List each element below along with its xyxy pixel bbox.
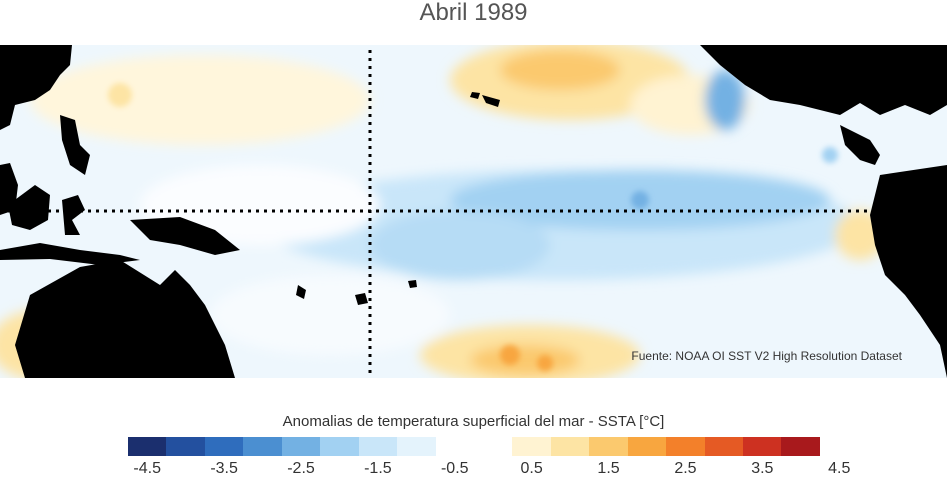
colorbar-swatch <box>512 437 551 456</box>
south-america <box>870 165 947 378</box>
colorbar-tick-label: -2.5 <box>287 460 315 477</box>
sulawesi <box>62 195 85 235</box>
sst-anomaly-map <box>0 45 947 378</box>
warm-patch-north-west <box>30 55 370 145</box>
colorbar-swatch <box>243 437 282 456</box>
north-america-coast <box>700 45 947 115</box>
colorbar-swatch <box>358 437 398 456</box>
warm-spot <box>500 345 520 365</box>
warm-patch-south-core <box>470 345 580 375</box>
warm-spot <box>537 355 553 371</box>
caribbean-island <box>870 80 915 93</box>
anomaly-spots <box>108 83 838 371</box>
land-masses <box>0 45 947 378</box>
colorbar-swatch <box>166 437 205 456</box>
asia-mainland <box>0 45 72 130</box>
new-guinea <box>130 217 240 255</box>
colorbar-swatch <box>781 437 820 456</box>
colorbar-tick-label: 2.5 <box>674 460 697 477</box>
colorbar-tick-label: -0.5 <box>440 460 469 477</box>
colorbar-ticks: -4.5 -3.5 -2.5 -1.5 -0.5 0.5 1.5 2.5 3.5 4.5 <box>0 460 947 480</box>
cool-patch-gulf <box>705 70 745 130</box>
colorbar-swatch <box>704 437 743 456</box>
new-zealand-islands <box>296 285 306 299</box>
cool-spot <box>631 191 649 209</box>
colorbar-swatch <box>397 437 436 456</box>
colorbar-swatch <box>473 437 513 456</box>
hawaii-island <box>470 92 480 99</box>
chart-title: Abril 1989 <box>419 0 528 26</box>
colorbar-swatch <box>320 437 359 456</box>
colorbar-tick-label: 0.5 <box>520 460 543 477</box>
colorbar-tick-label: -3.5 <box>210 460 238 477</box>
colorbar-tick-label: -4.5 <box>133 460 162 477</box>
australia <box>15 260 235 378</box>
small-island <box>408 280 417 288</box>
colorbar <box>128 437 820 456</box>
colorbar-swatch <box>128 437 167 456</box>
colorbar-swatch <box>550 437 590 456</box>
colorbar-tick-label: 3.5 <box>751 460 774 477</box>
cool-spot <box>822 147 838 163</box>
neutral-patch-south-central <box>210 275 450 355</box>
cool-patch-central <box>370 210 550 280</box>
colorbar-swatch <box>627 437 667 456</box>
warm-patch-north-central-core <box>500 50 620 90</box>
borneo <box>8 185 50 230</box>
colorbar-swatch <box>281 437 321 456</box>
anomaly-patches <box>0 45 885 378</box>
colorbar-swatch <box>204 437 244 456</box>
warm-spot <box>108 83 132 107</box>
colorbar-swatch <box>589 437 628 456</box>
colorbar-tick-label: -1.5 <box>364 460 392 477</box>
small-island <box>355 293 368 305</box>
colorbar-label: Anomalias de temperatura superficial del… <box>282 413 665 430</box>
colorbar-swatch <box>666 437 705 456</box>
colorbar-tick-label: 4.5 <box>828 460 851 477</box>
colorbar-swatch <box>743 437 782 456</box>
philippines <box>60 115 90 175</box>
sumatra-java <box>0 243 140 265</box>
central-america <box>840 125 880 165</box>
source-note: Fuente: NOAA OI SST V2 High Resolution D… <box>631 349 902 363</box>
colorbar-swatch <box>435 437 474 456</box>
hawaii-chain <box>482 95 500 107</box>
colorbar-tick-label: 1.5 <box>597 460 620 477</box>
